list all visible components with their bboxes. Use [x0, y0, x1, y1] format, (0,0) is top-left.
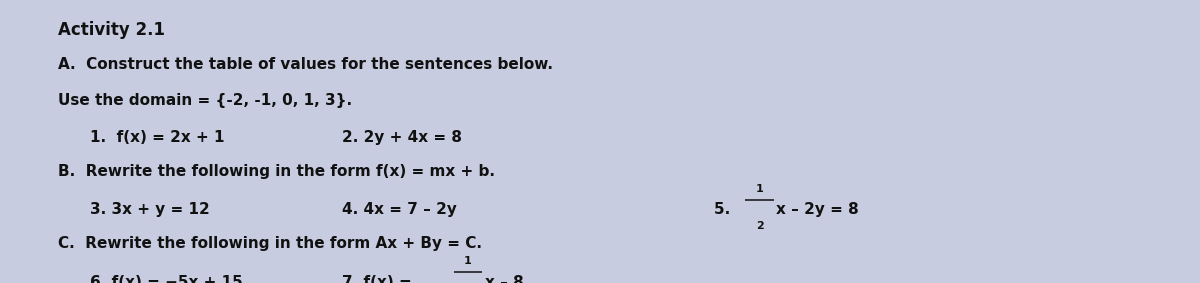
- Text: 7. f(x) =: 7. f(x) =: [342, 275, 418, 283]
- Text: x – 2y = 8: x – 2y = 8: [776, 202, 859, 217]
- Text: Activity 2.1: Activity 2.1: [58, 21, 164, 39]
- Text: 1.  f(x) = 2x + 1: 1. f(x) = 2x + 1: [90, 130, 224, 145]
- Text: A.  Construct the table of values for the sentences below.: A. Construct the table of values for the…: [58, 57, 553, 72]
- Text: 2: 2: [756, 221, 763, 231]
- Text: 3. 3x + y = 12: 3. 3x + y = 12: [90, 202, 210, 217]
- Text: Use the domain = {-2, -1, 0, 1, 3}.: Use the domain = {-2, -1, 0, 1, 3}.: [58, 93, 352, 108]
- Text: 1: 1: [756, 184, 763, 194]
- Text: 5.: 5.: [714, 202, 736, 217]
- Text: x – 8: x – 8: [485, 275, 523, 283]
- Text: 1: 1: [464, 256, 472, 266]
- Text: 6. f(x) = −5x + 15: 6. f(x) = −5x + 15: [90, 275, 242, 283]
- Text: B.  Rewrite the following in the form f(x) = mx + b.: B. Rewrite the following in the form f(x…: [58, 164, 494, 179]
- Text: 4. 4x = 7 – 2y: 4. 4x = 7 – 2y: [342, 202, 457, 217]
- Text: 2. 2y + 4x = 8: 2. 2y + 4x = 8: [342, 130, 462, 145]
- Text: C.  Rewrite the following in the form Ax + By = C.: C. Rewrite the following in the form Ax …: [58, 236, 481, 251]
